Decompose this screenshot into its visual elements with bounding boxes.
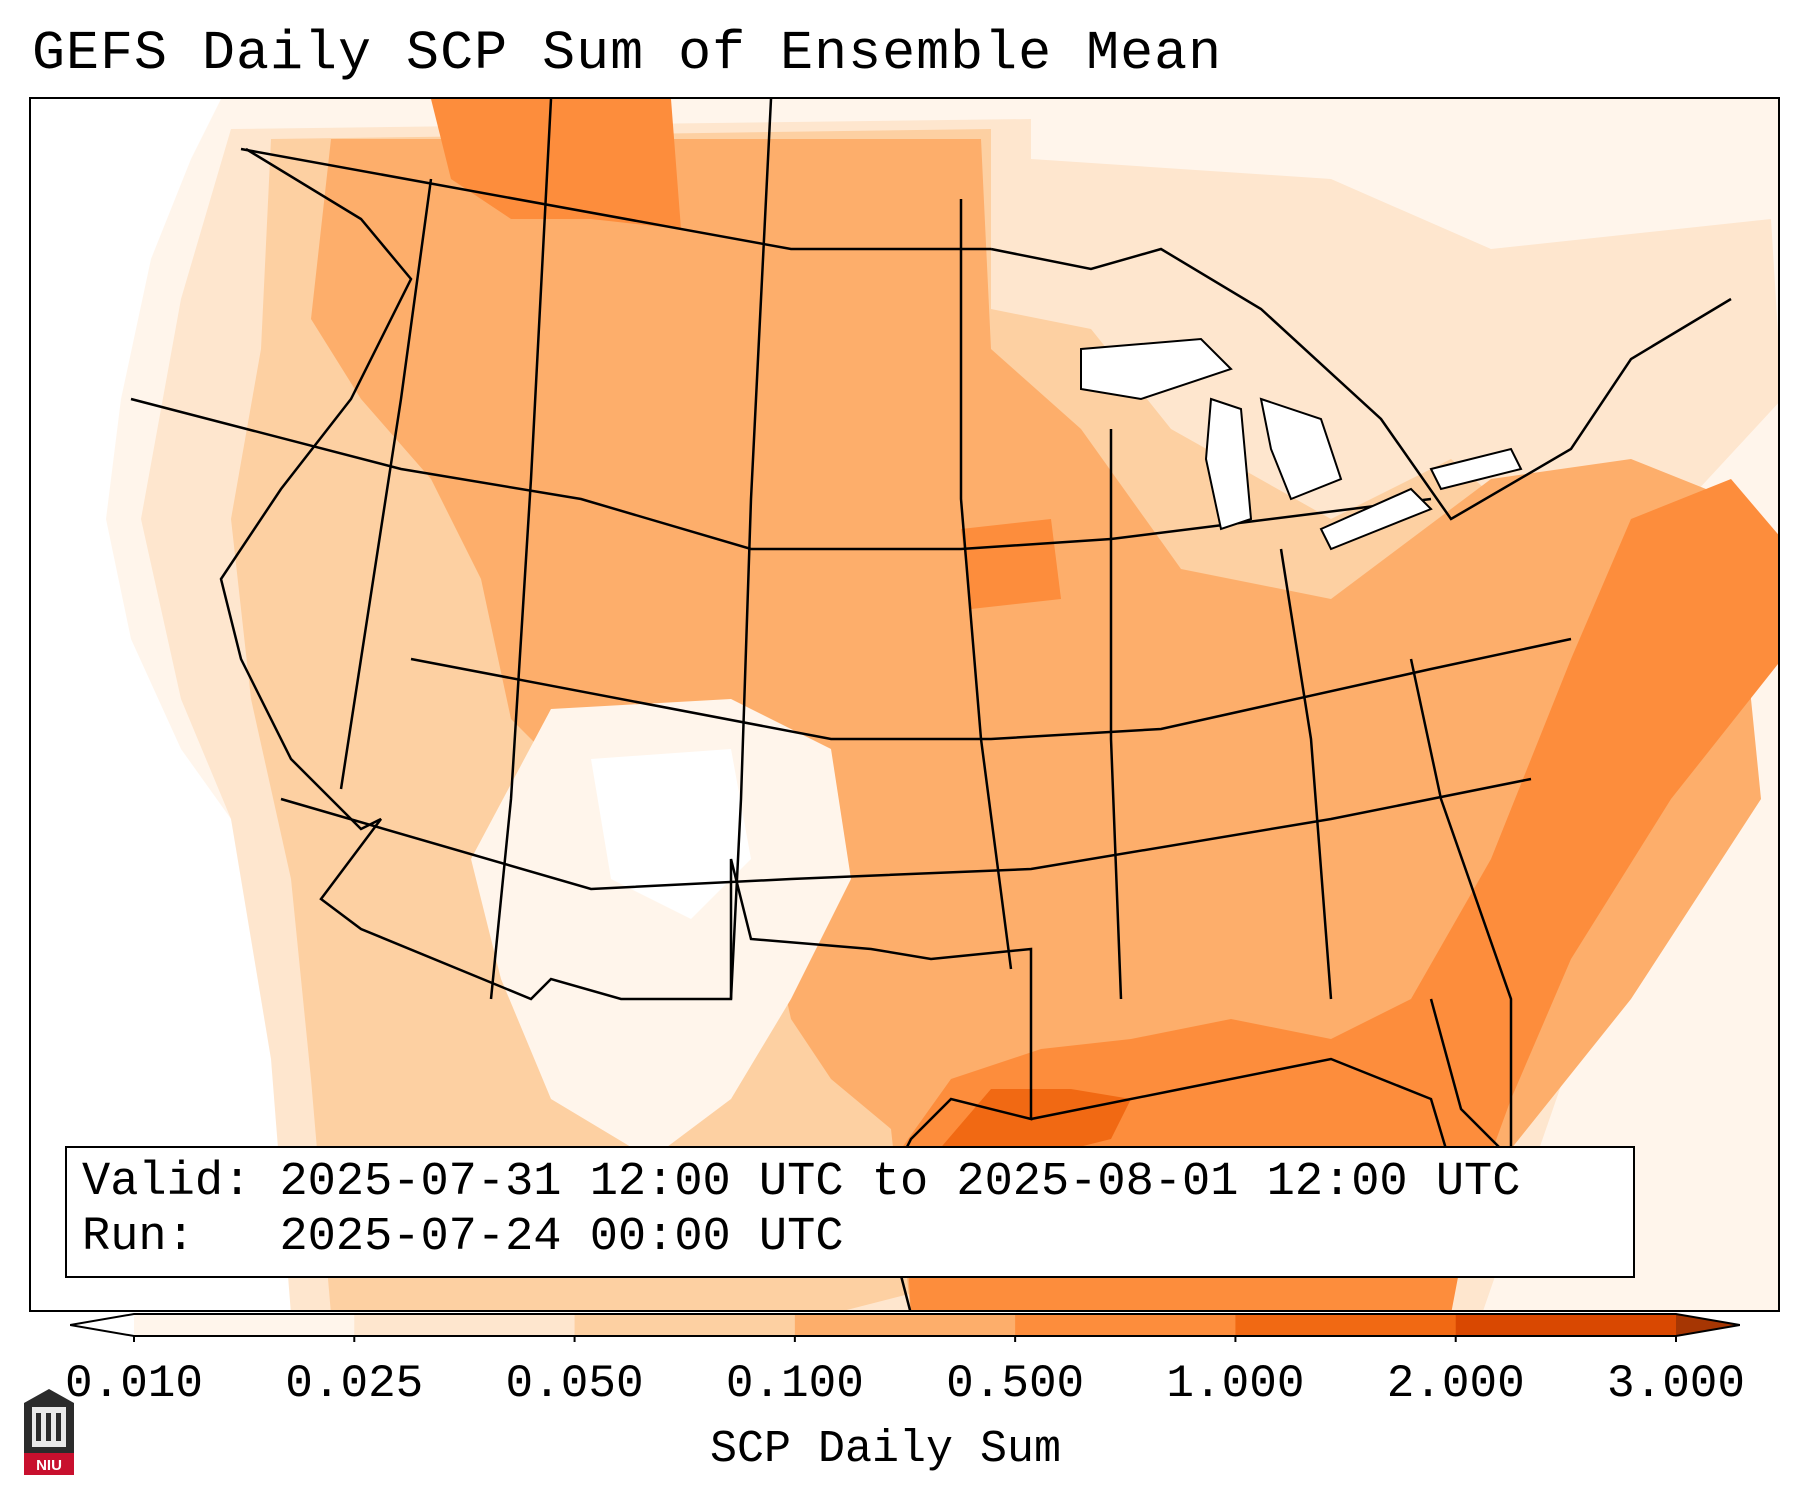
colorbar-label: SCP Daily Sum [710,1424,1062,1475]
colorbar-segment [134,1314,355,1336]
central-tier [410,637,1572,741]
colorbar-segment [1455,1314,1677,1336]
colorbar-segment [574,1314,796,1336]
map-panel [29,97,1780,1312]
valid-value: 2025-07-31 12:00 UTC to 2025-08-01 12:00… [279,1156,1521,1209]
lake-ontario [1429,447,1523,491]
divider-east [1279,548,1333,1000]
great-lakes [1080,337,1523,551]
lake-huron [1259,397,1343,501]
colorbar-extend-low [70,1314,134,1336]
new-mexico-blank [591,749,751,919]
colorbar-tick-label: 0.025 [285,1358,424,1410]
scp-field-map [31,99,1778,1310]
colorbar-extend-high [1676,1314,1740,1336]
colorbar-tick-label: 2.000 [1386,1358,1525,1410]
colorbar-tick-label: 0.500 [946,1358,1085,1410]
lake-erie [1319,487,1433,551]
west-coast-and-south-outline [219,147,1033,1310]
colorbar-tick-label: 3.000 [1606,1358,1746,1410]
colorbar-segment [1235,1314,1457,1336]
logo-text: NIU [36,1457,62,1474]
divider-mountain [489,99,553,1000]
colorbar-segment [354,1314,576,1336]
divider-mississippi [1109,429,1123,1000]
north-montana-patch [431,99,681,229]
canada-border-east [990,247,1732,521]
divider-central [959,199,1013,970]
colorbar-tick-label: 0.050 [505,1358,644,1410]
lake-michigan [1204,397,1253,531]
divider-west [339,178,433,790]
atlantic-coast [1409,658,1513,1163]
valid-label: Valid: [82,1156,252,1209]
colorbar-segment [794,1314,1016,1336]
run-label: Run: [82,1211,195,1264]
valid-run-box: Valid: 2025-07-31 12:00 UTC to 2025-08-0… [65,1146,1635,1278]
colorbar-tick-label: 1.000 [1166,1358,1305,1410]
colorbar [70,1313,1740,1342]
iowa-patch [961,519,1061,609]
map-title: GEFS Daily SCP Sum of Ensemble Mean [32,22,1223,85]
run-line: Run: 2025-07-24 00:00 UTC [82,1211,844,1264]
divider-plains [729,99,773,1000]
valid-line: Valid: 2025-07-31 12:00 UTC to 2025-08-0… [82,1156,1520,1209]
colorbar-tick-label: 0.100 [725,1358,864,1410]
pacific-blank [31,99,291,1310]
run-value: 2025-07-24 00:00 UTC [279,1211,844,1264]
colorbar-tick-label: 0.010 [64,1358,204,1410]
lake-superior [1080,337,1233,401]
canada-border-west [240,147,991,251]
boundaries [130,99,1732,1310]
colorbar-segment [1015,1314,1236,1336]
southwest-low [471,699,851,1159]
southern-tier [280,777,1532,891]
niu-logo: NIU [24,1389,74,1475]
